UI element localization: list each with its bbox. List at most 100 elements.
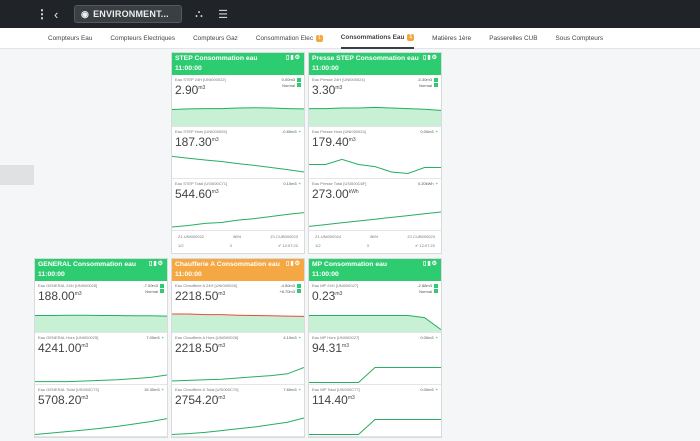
metric-row[interactable]: Eau GENERAL Hors [UNI000025] 4241.00m3 7.0… xyxy=(35,333,167,385)
tab-compteurs-electriques[interactable]: Compteurs Electriques xyxy=(110,28,175,49)
tab-label: Matières 1ère xyxy=(432,34,472,42)
tab-mati-res-1-re[interactable]: Matières 1ère xyxy=(432,28,471,49)
sparkline-area xyxy=(172,314,304,332)
location-selector[interactable]: ◉ ENVIRONMENT... xyxy=(74,5,182,23)
metric-row[interactable]: Eau Presse Total [USI000C6F] 273.00kWh 0.2… xyxy=(309,179,441,231)
metric-row[interactable]: Eau MP 24H [UNI000027] 0.23m3 -2.88m3 Norma… xyxy=(309,281,441,333)
metric-row[interactable]: Eau Presse 24H [UNI000024] 3.30m3 -0.30m3 N… xyxy=(309,75,441,127)
metric-label: Eau STEP Total [USI000C71] xyxy=(175,181,228,186)
card-actions-icon[interactable]: ▯▮⚙ xyxy=(149,261,164,267)
status-square-icon xyxy=(434,83,438,88)
card-actions-icon[interactable]: ▯▮⚙ xyxy=(286,261,301,267)
metric-row[interactable]: Eau STEP 24H [UNI000022] 2.90m3 0.00m3 Norm… xyxy=(172,75,304,127)
sparkline-chart xyxy=(172,313,304,332)
metric-row[interactable]: Eau MP Hors [UNI000027] 94.31m3 0.00m3 + xyxy=(309,333,441,385)
metric-row[interactable]: Eau MP Total [USI000C77] 114.40m3 0.00m3 + xyxy=(309,385,441,437)
tab-sous-compteurs[interactable]: Sous Compteurs xyxy=(556,28,604,49)
card-footer: Z1.UNI000022 86% Z1.CUB000023 1/2 3 ✔ 12:07:2… xyxy=(172,231,304,253)
metric-row[interactable]: Eau GENERAL Total [USI000C73] 5708.20m3 15… xyxy=(35,385,167,437)
metric-label: Eau MP 24H [UNI000027] xyxy=(312,283,359,288)
tab-consommation-elec[interactable]: Consommation Elec 1 xyxy=(256,28,323,49)
metric-status: Normal xyxy=(143,289,164,295)
card-title: Presse STEP Consommation eau xyxy=(312,55,419,62)
card-actions-icon[interactable]: ▯▮⚙ xyxy=(423,261,438,267)
metric-value: 3.30m3 xyxy=(312,83,343,97)
metric-unit: m3 xyxy=(347,395,355,401)
factory-icon[interactable]: ⛬ xyxy=(195,7,203,20)
tab-compteurs-eau[interactable]: Compteurs Eau xyxy=(48,28,92,49)
more-vertical-icon[interactable]: ⋮ xyxy=(36,7,48,21)
footer-mid: 86% xyxy=(370,234,379,239)
sparkline-line xyxy=(35,418,167,435)
metric-row[interactable]: Eau Chaufferie A 24H [UNI000026] 2218.50m… xyxy=(172,281,304,333)
sparkline-area xyxy=(35,315,167,332)
card-title: Chaufferie A Consommation eau xyxy=(175,261,280,268)
sparkline-line xyxy=(172,212,304,228)
metric-value: 2218.50m3 xyxy=(175,341,226,355)
card-time: 11:00:00 xyxy=(38,270,65,278)
widget-card: Presse STEP Consommation eau 11:00:00 ▯▮⚙ E… xyxy=(308,52,442,254)
footer-right-code: Z1.CUB000023 xyxy=(407,234,435,239)
metric-row[interactable]: Eau STEP Hors [UNI000025] 187.30m3 -0.60m3… xyxy=(172,127,304,179)
sparkline-chart xyxy=(172,212,304,228)
metric-label: Eau MP Hors [UNI000027] xyxy=(312,335,360,340)
tab-compteurs-gaz[interactable]: Compteurs Gaz xyxy=(193,28,238,49)
metric-delta: 0.00m3 Normal xyxy=(282,77,301,88)
metric-row[interactable]: Eau Chaufferie A Total [USI000C70] 2754.2… xyxy=(172,385,304,437)
status-square-icon xyxy=(434,283,438,288)
metric-delta: 7.60m3 + xyxy=(283,387,301,392)
tab-passerelles-cub[interactable]: Passerelles CUB xyxy=(489,28,537,49)
metric-delta: 0.00m3 + xyxy=(420,335,438,340)
metric-row[interactable]: Eau STEP Total [USI000C71] 544.60m3 0.10m3… xyxy=(172,179,304,231)
metric-label: Eau Chaufferie A 24H [UNI000026] xyxy=(175,283,237,288)
map-pin-icon: ◉ xyxy=(81,8,90,19)
metric-unit: m3 xyxy=(342,343,349,349)
footer-bottom-mid: 3 xyxy=(366,243,369,248)
sparkline-line xyxy=(172,313,304,317)
sparkline-chart xyxy=(309,419,441,435)
sparkline-area xyxy=(172,107,304,126)
metric-row[interactable]: Eau GENERAL 24H [UNI000025] 188.00m3 -7.00… xyxy=(35,281,167,333)
card-footer: Z1.UNI000024 86% Z1.CUB000023 1/2 3 ✔ 12:07:2… xyxy=(309,231,441,253)
footer-bottom-right: ✔ 12:07:22 xyxy=(414,243,435,248)
sidebar-handle[interactable] xyxy=(0,165,34,185)
metric-value: 187.30m3 xyxy=(175,135,219,149)
status-square-icon xyxy=(160,289,164,294)
sparkline-line xyxy=(309,211,441,227)
metric-unit: m3 xyxy=(198,85,206,91)
card-title: MP Consommation eau xyxy=(312,261,388,268)
sparkline-area xyxy=(309,315,441,332)
plus-icon: + xyxy=(435,181,438,186)
card-title: STEP Consommation eau xyxy=(175,55,258,62)
tab-badge: 1 xyxy=(316,34,323,42)
metric-value: 2218.50m3 xyxy=(175,289,226,303)
card-actions-icon[interactable]: ▯▮⚙ xyxy=(423,55,438,61)
plus-icon: + xyxy=(298,387,301,392)
metric-unit: m3 xyxy=(211,189,219,195)
database-icon[interactable]: ☰ xyxy=(218,8,228,21)
sparkline-line xyxy=(172,155,304,173)
card-time: 11:00:00 xyxy=(312,270,339,278)
tab-label: Consommation Elec xyxy=(255,34,314,42)
metric-label: Eau GENERAL 24H [UNI000025] xyxy=(38,283,98,288)
card-actions-icon[interactable]: ▯▮⚙ xyxy=(286,55,301,61)
back-chevron-icon[interactable]: ‹ xyxy=(54,6,59,22)
tab-consommations-eau[interactable]: Consommations Eau 1 xyxy=(340,28,415,49)
metric-row[interactable]: Eau Presse Hors [UNI000024] 179.40m3 0.00m… xyxy=(309,127,441,179)
card-time: 11:00:00 xyxy=(175,270,202,278)
metric-label: Eau Chaufferie A Hors [UNI000026] xyxy=(175,335,239,340)
plus-icon: + xyxy=(298,335,301,340)
card-header: Chaufferie A Consommation eau 11:00:00 ▯▮⚙ xyxy=(172,259,304,281)
metric-value: 4241.00m3 xyxy=(38,341,89,355)
tab-label: Passerelles CUB xyxy=(489,34,538,42)
plus-icon: + xyxy=(435,129,438,134)
tab-badge: 1 xyxy=(407,33,415,41)
metric-delta: 0.00m3 + xyxy=(420,129,438,134)
plus-icon: + xyxy=(161,335,164,340)
left-sidebar xyxy=(0,49,34,441)
metric-value: 2.90m3 xyxy=(175,83,206,97)
footer-left-code: Z1.UNI000022 xyxy=(178,234,205,239)
metric-label: Eau GENERAL Total [USI000C73] xyxy=(38,387,99,392)
card-time: 11:00:00 xyxy=(175,64,202,72)
metric-row[interactable]: Eau Chaufferie A Hors [UNI000026] 2218.50… xyxy=(172,333,304,385)
